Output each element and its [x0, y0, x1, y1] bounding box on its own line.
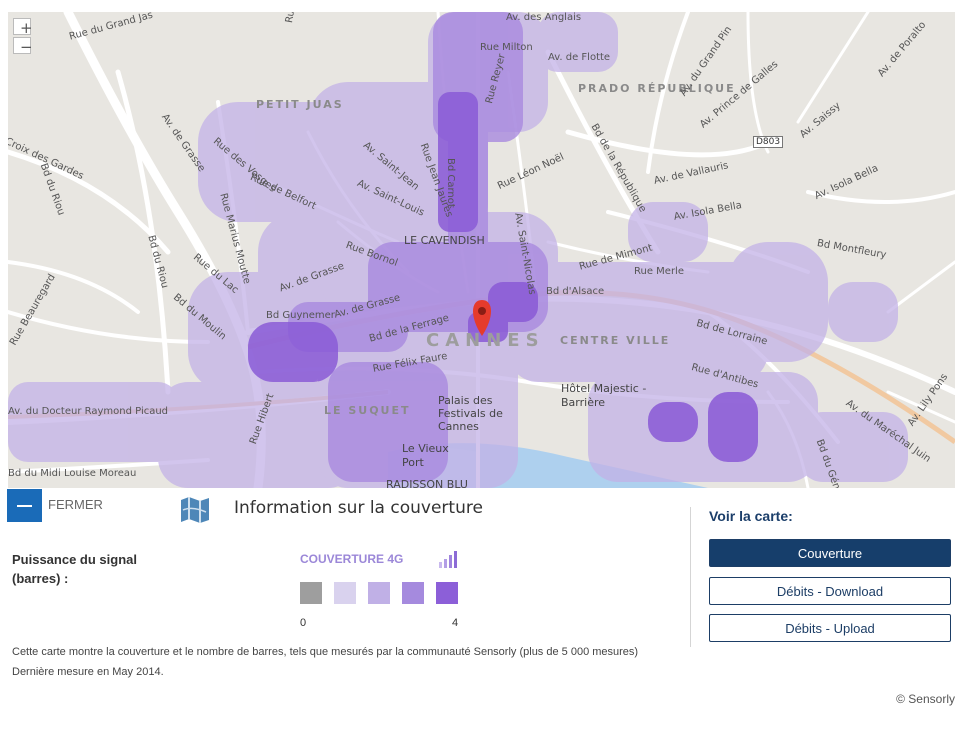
view-map-label: Voir la carte:: [709, 508, 793, 524]
signal-swatch-4: [436, 582, 458, 604]
zoom-out-button[interactable]: −: [13, 37, 33, 55]
signal-swatch-1: [334, 582, 356, 604]
upload-speed-button[interactable]: Débits - Upload: [709, 614, 951, 642]
coverage-description: Cette carte montre la couverture et le n…: [12, 642, 672, 682]
signal-swatch-2: [368, 582, 390, 604]
signal-strength-label: Puissance du signal (barres) :: [12, 552, 137, 586]
scale-min-label: 0: [300, 617, 307, 629]
folded-map-icon: [181, 497, 209, 523]
scale-max-label: 4: [452, 617, 459, 629]
close-label[interactable]: FERMER: [48, 497, 103, 512]
close-button[interactable]: [7, 489, 42, 522]
panel-divider: [690, 507, 691, 647]
description-text: Cette carte montre la couverture et le n…: [12, 646, 639, 658]
download-speed-button[interactable]: Débits - Download: [709, 577, 951, 605]
minus-icon: [17, 504, 32, 507]
coverage-button[interactable]: Couverture: [709, 539, 951, 567]
signal-bars-icon: [439, 551, 457, 568]
coverage-type-label: COUVERTURE 4G: [300, 552, 404, 566]
panel-title: Information sur la couverture: [234, 498, 483, 518]
zoom-in-button[interactable]: +: [13, 18, 33, 36]
road-badge: D803: [753, 136, 784, 148]
map-pin-icon: [473, 300, 491, 336]
map-canvas: [8, 12, 955, 488]
signal-swatch-3: [402, 582, 424, 604]
last-measure-text: Dernière mesure en May 2014.: [12, 666, 164, 678]
coverage-map[interactable]: + − D803 Bd du Riou Bd du Riou Av. de Gr…: [8, 12, 955, 488]
signal-swatch-0: [300, 582, 322, 604]
copyright: © Sensorly: [896, 692, 955, 706]
